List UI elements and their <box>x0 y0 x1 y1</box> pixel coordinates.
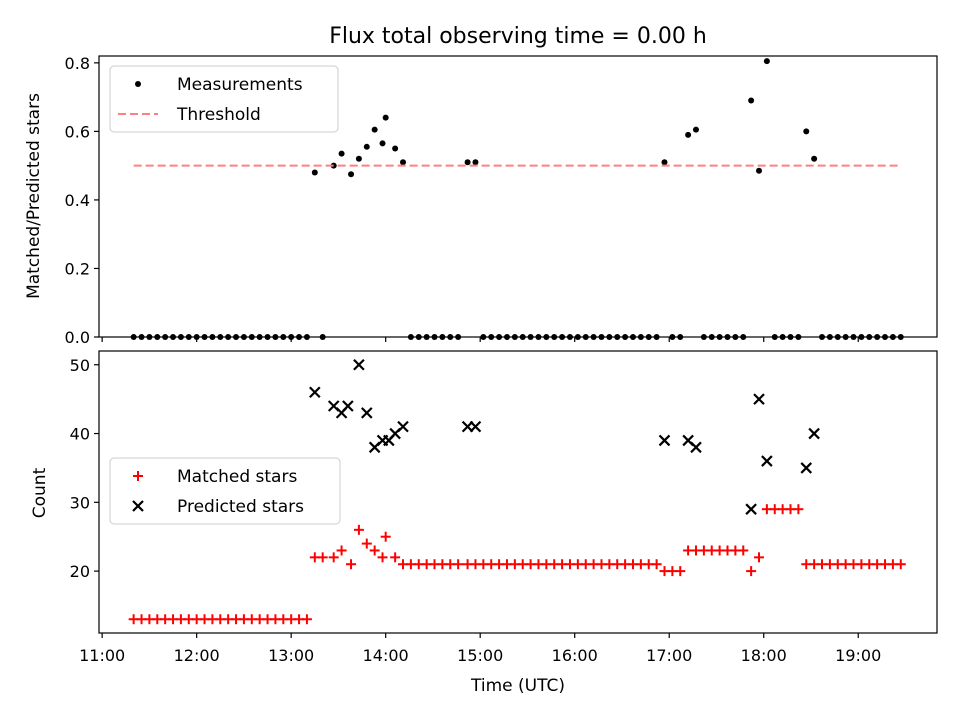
measurement-point <box>348 171 355 178</box>
matched-star-point <box>328 552 339 563</box>
x-tick-label: 12:00 <box>174 646 220 665</box>
series-predicted-stars <box>309 358 820 515</box>
legend-marker <box>133 471 143 481</box>
matched-star-point <box>353 524 364 535</box>
series-matched-stars <box>128 504 906 625</box>
predicted-star-point <box>353 358 365 371</box>
matched-star-point <box>361 538 372 549</box>
measurement-point <box>382 114 389 121</box>
predicted-star-point <box>800 462 813 474</box>
measurement-point <box>464 159 471 166</box>
matched-star-point <box>453 559 464 570</box>
x-tick-label: 14:00 <box>363 646 409 665</box>
axes-frame <box>98 55 938 338</box>
x-tick-label: 17:00 <box>646 646 692 665</box>
x-tick-label: 15:00 <box>457 646 503 665</box>
chart-title: Flux total observing time = 0.00 h <box>329 24 707 49</box>
y-tick-label: 50 <box>70 356 90 375</box>
predicted-star-point <box>658 434 671 447</box>
y-tick-label: 30 <box>70 493 90 512</box>
bottom-y-axis-label: Count <box>30 467 50 518</box>
predicted-star-point <box>342 400 354 412</box>
predicted-star-point <box>309 386 321 399</box>
legend-marker <box>132 500 144 512</box>
matched-star-point <box>746 566 757 577</box>
predicted-star-point <box>753 393 765 405</box>
matched-star-point <box>336 545 347 556</box>
matched-star-point <box>301 614 312 625</box>
legend: Matched stars Predicted stars <box>109 457 341 525</box>
legend-marker <box>135 81 141 87</box>
measurement-point <box>330 162 337 169</box>
measurement-point <box>472 159 479 166</box>
legend-label: Measurements <box>177 75 303 95</box>
matched-star-point <box>675 566 686 577</box>
measurement-point <box>685 131 692 138</box>
measurement-point <box>379 140 386 147</box>
y-tick-label: 0.4 <box>65 191 90 210</box>
legend: Measurements Threshold <box>109 65 339 133</box>
measurement-point <box>363 143 370 150</box>
x-axis-label: Time (UTC) <box>470 676 565 696</box>
y-tick-label: 0.0 <box>65 328 90 347</box>
y-tick-label: 20 <box>70 562 90 581</box>
x-tick-label: 13:00 <box>268 646 314 665</box>
x-tick-label: 16:00 <box>552 646 598 665</box>
y-tick-label: 40 <box>70 425 90 444</box>
matched-star-point <box>390 552 401 563</box>
legend-label: Matched stars <box>177 467 297 487</box>
predicted-star-point <box>469 420 482 433</box>
matched-star-point <box>380 531 391 542</box>
matched-star-point <box>895 559 906 570</box>
measurement-point <box>392 145 399 152</box>
legend-label: Threshold <box>176 105 261 125</box>
predicted-star-point <box>745 503 757 515</box>
y-tick-label: 0.8 <box>65 54 90 73</box>
measurement-point <box>661 159 668 166</box>
matched-star-point <box>738 545 749 556</box>
measurement-point <box>803 128 810 135</box>
x-tick-label: 18:00 <box>741 646 787 665</box>
y-tick-label: 0.6 <box>65 122 90 141</box>
measurement-point <box>811 155 818 162</box>
matched-star-point <box>754 552 765 563</box>
top-y-axis-label: Matched/Predicted stars <box>24 93 44 299</box>
matched-star-point <box>793 504 804 515</box>
measurement-point <box>763 58 770 65</box>
y-tick-label: 0.2 <box>65 259 90 278</box>
predicted-star-point <box>361 407 373 419</box>
axes-frame <box>98 350 938 634</box>
measurement-point <box>400 159 407 166</box>
top-panel: 0.0 0.2 0.4 0.6 0.8 Measurements Threshold <box>65 54 938 347</box>
x-tick-label: 11:00 <box>79 646 125 665</box>
measurement-point <box>311 169 318 176</box>
matched-star-point <box>369 545 380 556</box>
measurement-point <box>756 167 763 174</box>
matched-star-point <box>377 552 388 563</box>
predicted-star-point <box>690 441 702 454</box>
x-tick-label: 19:00 <box>835 646 881 665</box>
bottom-panel: 20 30 40 50 11:00 12:00 13:00 14:00 15:00 16:00 17… <box>70 350 938 665</box>
predicted-star-point <box>761 455 773 467</box>
measurement-point <box>748 97 755 104</box>
measurement-point <box>371 126 378 133</box>
measurement-point <box>355 155 362 162</box>
legend-label: Predicted stars <box>177 497 304 517</box>
predicted-star-point <box>808 427 820 440</box>
matched-star-point <box>651 559 662 570</box>
predicted-star-point <box>397 420 409 433</box>
measurement-point <box>692 126 699 133</box>
measurement-point <box>338 150 345 157</box>
matched-star-point <box>317 552 328 563</box>
matched-star-point <box>346 559 357 570</box>
